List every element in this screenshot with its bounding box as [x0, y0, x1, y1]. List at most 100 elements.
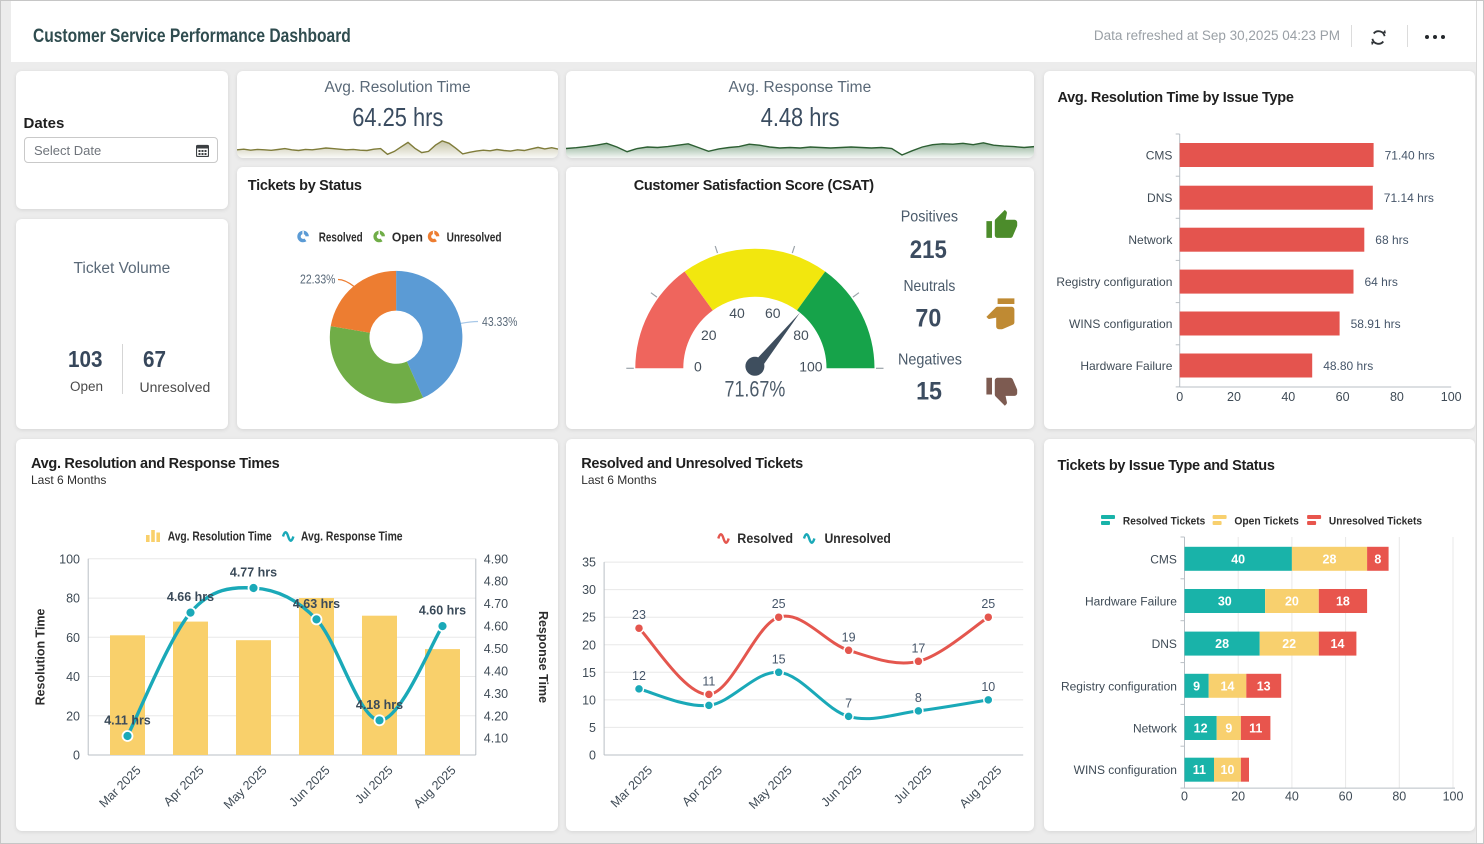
svg-text:Mar 2025: Mar 2025: [96, 763, 143, 810]
svg-text:0: 0: [589, 748, 596, 762]
svg-text:60: 60: [765, 305, 781, 321]
svg-text:4.18 hrs: 4.18 hrs: [355, 698, 402, 712]
svg-text:Registry configuration: Registry configuration: [1056, 275, 1172, 289]
svg-text:40: 40: [66, 670, 80, 684]
svg-text:28: 28: [1322, 552, 1336, 566]
svg-text:20: 20: [66, 709, 80, 723]
svg-text:Jul 2025: Jul 2025: [891, 763, 934, 806]
svg-text:8: 8: [1374, 552, 1381, 566]
svg-text:80: 80: [793, 327, 809, 343]
svg-text:Negatives: Negatives: [898, 351, 962, 368]
svg-text:Response Time: Response Time: [535, 611, 549, 703]
svg-text:WINS configuration: WINS configuration: [1069, 317, 1172, 331]
svg-text:14: 14: [1220, 679, 1234, 693]
svg-text:8: 8: [915, 691, 922, 705]
svg-text:4.70: 4.70: [483, 597, 507, 611]
svg-text:60: 60: [66, 631, 80, 645]
svg-text:43.33%: 43.33%: [482, 315, 518, 329]
svg-text:Jul 2025: Jul 2025: [352, 763, 395, 806]
svg-text:4.63 hrs: 4.63 hrs: [292, 597, 339, 611]
svg-text:4.77 hrs: 4.77 hrs: [229, 565, 276, 579]
svg-text:4.60 hrs: 4.60 hrs: [418, 603, 465, 617]
svg-text:40: 40: [1231, 552, 1245, 566]
svg-text:4.50: 4.50: [483, 642, 507, 656]
svg-text:80: 80: [1392, 789, 1406, 803]
svg-text:23: 23: [632, 608, 646, 622]
svg-text:215: 215: [909, 236, 946, 264]
svg-text:70: 70: [915, 304, 941, 332]
svg-text:4.66 hrs: 4.66 hrs: [166, 590, 213, 604]
svg-text:100: 100: [59, 552, 80, 566]
svg-text:CMS: CMS: [1150, 552, 1177, 566]
svg-text:12: 12: [1193, 721, 1207, 735]
svg-text:60: 60: [1338, 789, 1352, 803]
svg-text:Avg. Response Time: Avg. Response Time: [300, 529, 402, 543]
svg-text:14: 14: [1330, 637, 1344, 651]
svg-text:0: 0: [1181, 789, 1188, 803]
svg-text:100: 100: [1440, 390, 1461, 404]
svg-text:40: 40: [1284, 789, 1298, 803]
svg-text:4.60: 4.60: [483, 619, 507, 633]
svg-text:Network: Network: [1128, 233, 1173, 247]
svg-text:48.80 hrs: 48.80 hrs: [1323, 359, 1373, 373]
svg-text:10: 10: [981, 680, 995, 694]
svg-text:12: 12: [632, 669, 646, 683]
svg-text:25: 25: [582, 610, 596, 624]
svg-text:25: 25: [771, 597, 785, 611]
svg-text:28: 28: [1215, 637, 1229, 651]
svg-text:71.67%: 71.67%: [724, 376, 785, 401]
svg-text:20: 20: [701, 327, 717, 343]
svg-text:19: 19: [841, 630, 855, 644]
svg-text:60: 60: [1335, 390, 1349, 404]
svg-text:25: 25: [981, 597, 995, 611]
svg-text:0: 0: [694, 358, 702, 374]
svg-text:71.40 hrs: 71.40 hrs: [1384, 149, 1434, 163]
svg-text:4.11 hrs: 4.11 hrs: [104, 713, 151, 727]
svg-text:Unresolved Tickets: Unresolved Tickets: [1328, 515, 1421, 527]
svg-text:10: 10: [582, 693, 596, 707]
svg-text:Hardware Failure: Hardware Failure: [1084, 594, 1176, 608]
svg-text:10: 10: [1220, 763, 1234, 777]
svg-text:22: 22: [1282, 637, 1296, 651]
svg-text:17: 17: [911, 641, 925, 655]
svg-text:4.20: 4.20: [483, 709, 507, 723]
svg-text:20: 20: [1227, 390, 1241, 404]
svg-text:Mar 2025: Mar 2025: [608, 763, 655, 810]
svg-text:80: 80: [66, 591, 80, 605]
svg-text:DNS: DNS: [1147, 191, 1172, 205]
svg-text:11: 11: [702, 674, 715, 688]
svg-text:71.14 hrs: 71.14 hrs: [1383, 191, 1433, 205]
svg-text:Open Tickets: Open Tickets: [1234, 515, 1298, 527]
svg-text:Avg. Resolution Time: Avg. Resolution Time: [167, 529, 271, 543]
svg-text:58.91 hrs: 58.91 hrs: [1350, 317, 1400, 331]
svg-text:13: 13: [1256, 679, 1270, 693]
svg-text:68 hrs: 68 hrs: [1375, 233, 1408, 247]
svg-text:Apr 2025: Apr 2025: [160, 763, 206, 809]
svg-text:May 2025: May 2025: [746, 763, 795, 812]
svg-text:4.10: 4.10: [483, 731, 507, 745]
svg-text:30: 30: [582, 583, 596, 597]
svg-text:Open: Open: [392, 230, 423, 244]
svg-text:Hardware Failure: Hardware Failure: [1080, 359, 1172, 373]
svg-text:May 2025: May 2025: [220, 763, 269, 812]
svg-text:20: 20: [1284, 594, 1298, 608]
svg-text:Network: Network: [1132, 721, 1177, 735]
svg-text:20: 20: [582, 638, 596, 652]
svg-text:4.40: 4.40: [483, 664, 507, 678]
svg-text:Jun 2025: Jun 2025: [818, 763, 864, 809]
svg-text:Positives: Positives: [900, 209, 957, 226]
svg-text:Resolved: Resolved: [318, 230, 362, 244]
svg-text:Resolution Time: Resolution Time: [33, 608, 47, 705]
svg-text:0: 0: [1176, 390, 1183, 404]
svg-text:35: 35: [582, 555, 596, 569]
svg-text:22.33%: 22.33%: [300, 273, 336, 287]
svg-text:Apr 2025: Apr 2025: [679, 763, 725, 809]
svg-text:4.90: 4.90: [483, 552, 507, 566]
svg-text:Unresolved: Unresolved: [824, 531, 890, 546]
svg-text:Unresolved: Unresolved: [446, 230, 501, 244]
svg-text:80: 80: [1389, 390, 1403, 404]
svg-text:Resolved Tickets: Resolved Tickets: [1122, 515, 1204, 527]
svg-text:4.80: 4.80: [483, 574, 507, 588]
svg-text:CMS: CMS: [1145, 149, 1172, 163]
svg-text:18: 18: [1335, 594, 1349, 608]
